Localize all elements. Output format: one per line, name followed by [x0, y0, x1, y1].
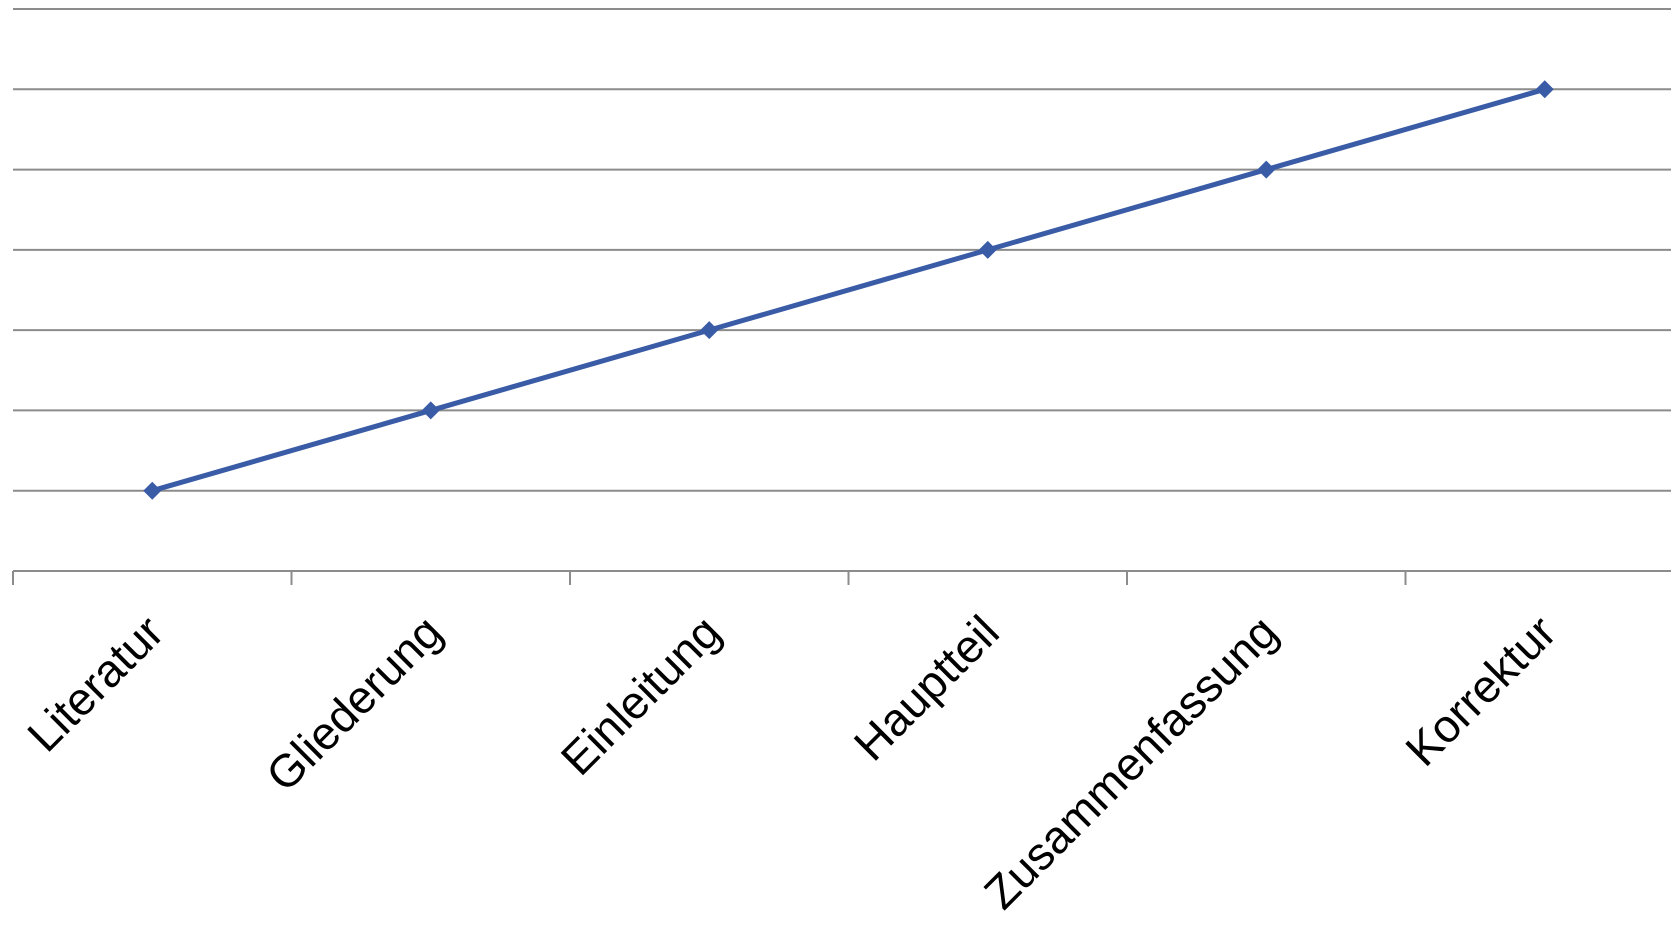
- x-tick-label: Zusammenfassung: [974, 605, 1287, 918]
- x-axis: [12, 570, 1671, 585]
- data-point: [978, 240, 997, 259]
- data-point: [1257, 160, 1276, 179]
- x-tick-label: Einleitung: [551, 605, 731, 785]
- x-tick-label: Hauptteil: [844, 605, 1009, 770]
- series-group: [143, 80, 1554, 500]
- x-tick-labels: Literatur Gliederung Einleitung HauptteilZu…: [17, 605, 1566, 918]
- data-point: [1535, 80, 1554, 99]
- x-tick-label: Literatur: [17, 605, 173, 761]
- x-tick-label: Gliederung: [256, 605, 452, 801]
- gridlines: [13, 8, 1671, 492]
- x-tick-label: Korrektur: [1395, 605, 1566, 776]
- data-point: [143, 481, 162, 500]
- series-line: [151, 86, 1546, 494]
- data-point: [421, 401, 440, 420]
- data-point: [700, 321, 719, 340]
